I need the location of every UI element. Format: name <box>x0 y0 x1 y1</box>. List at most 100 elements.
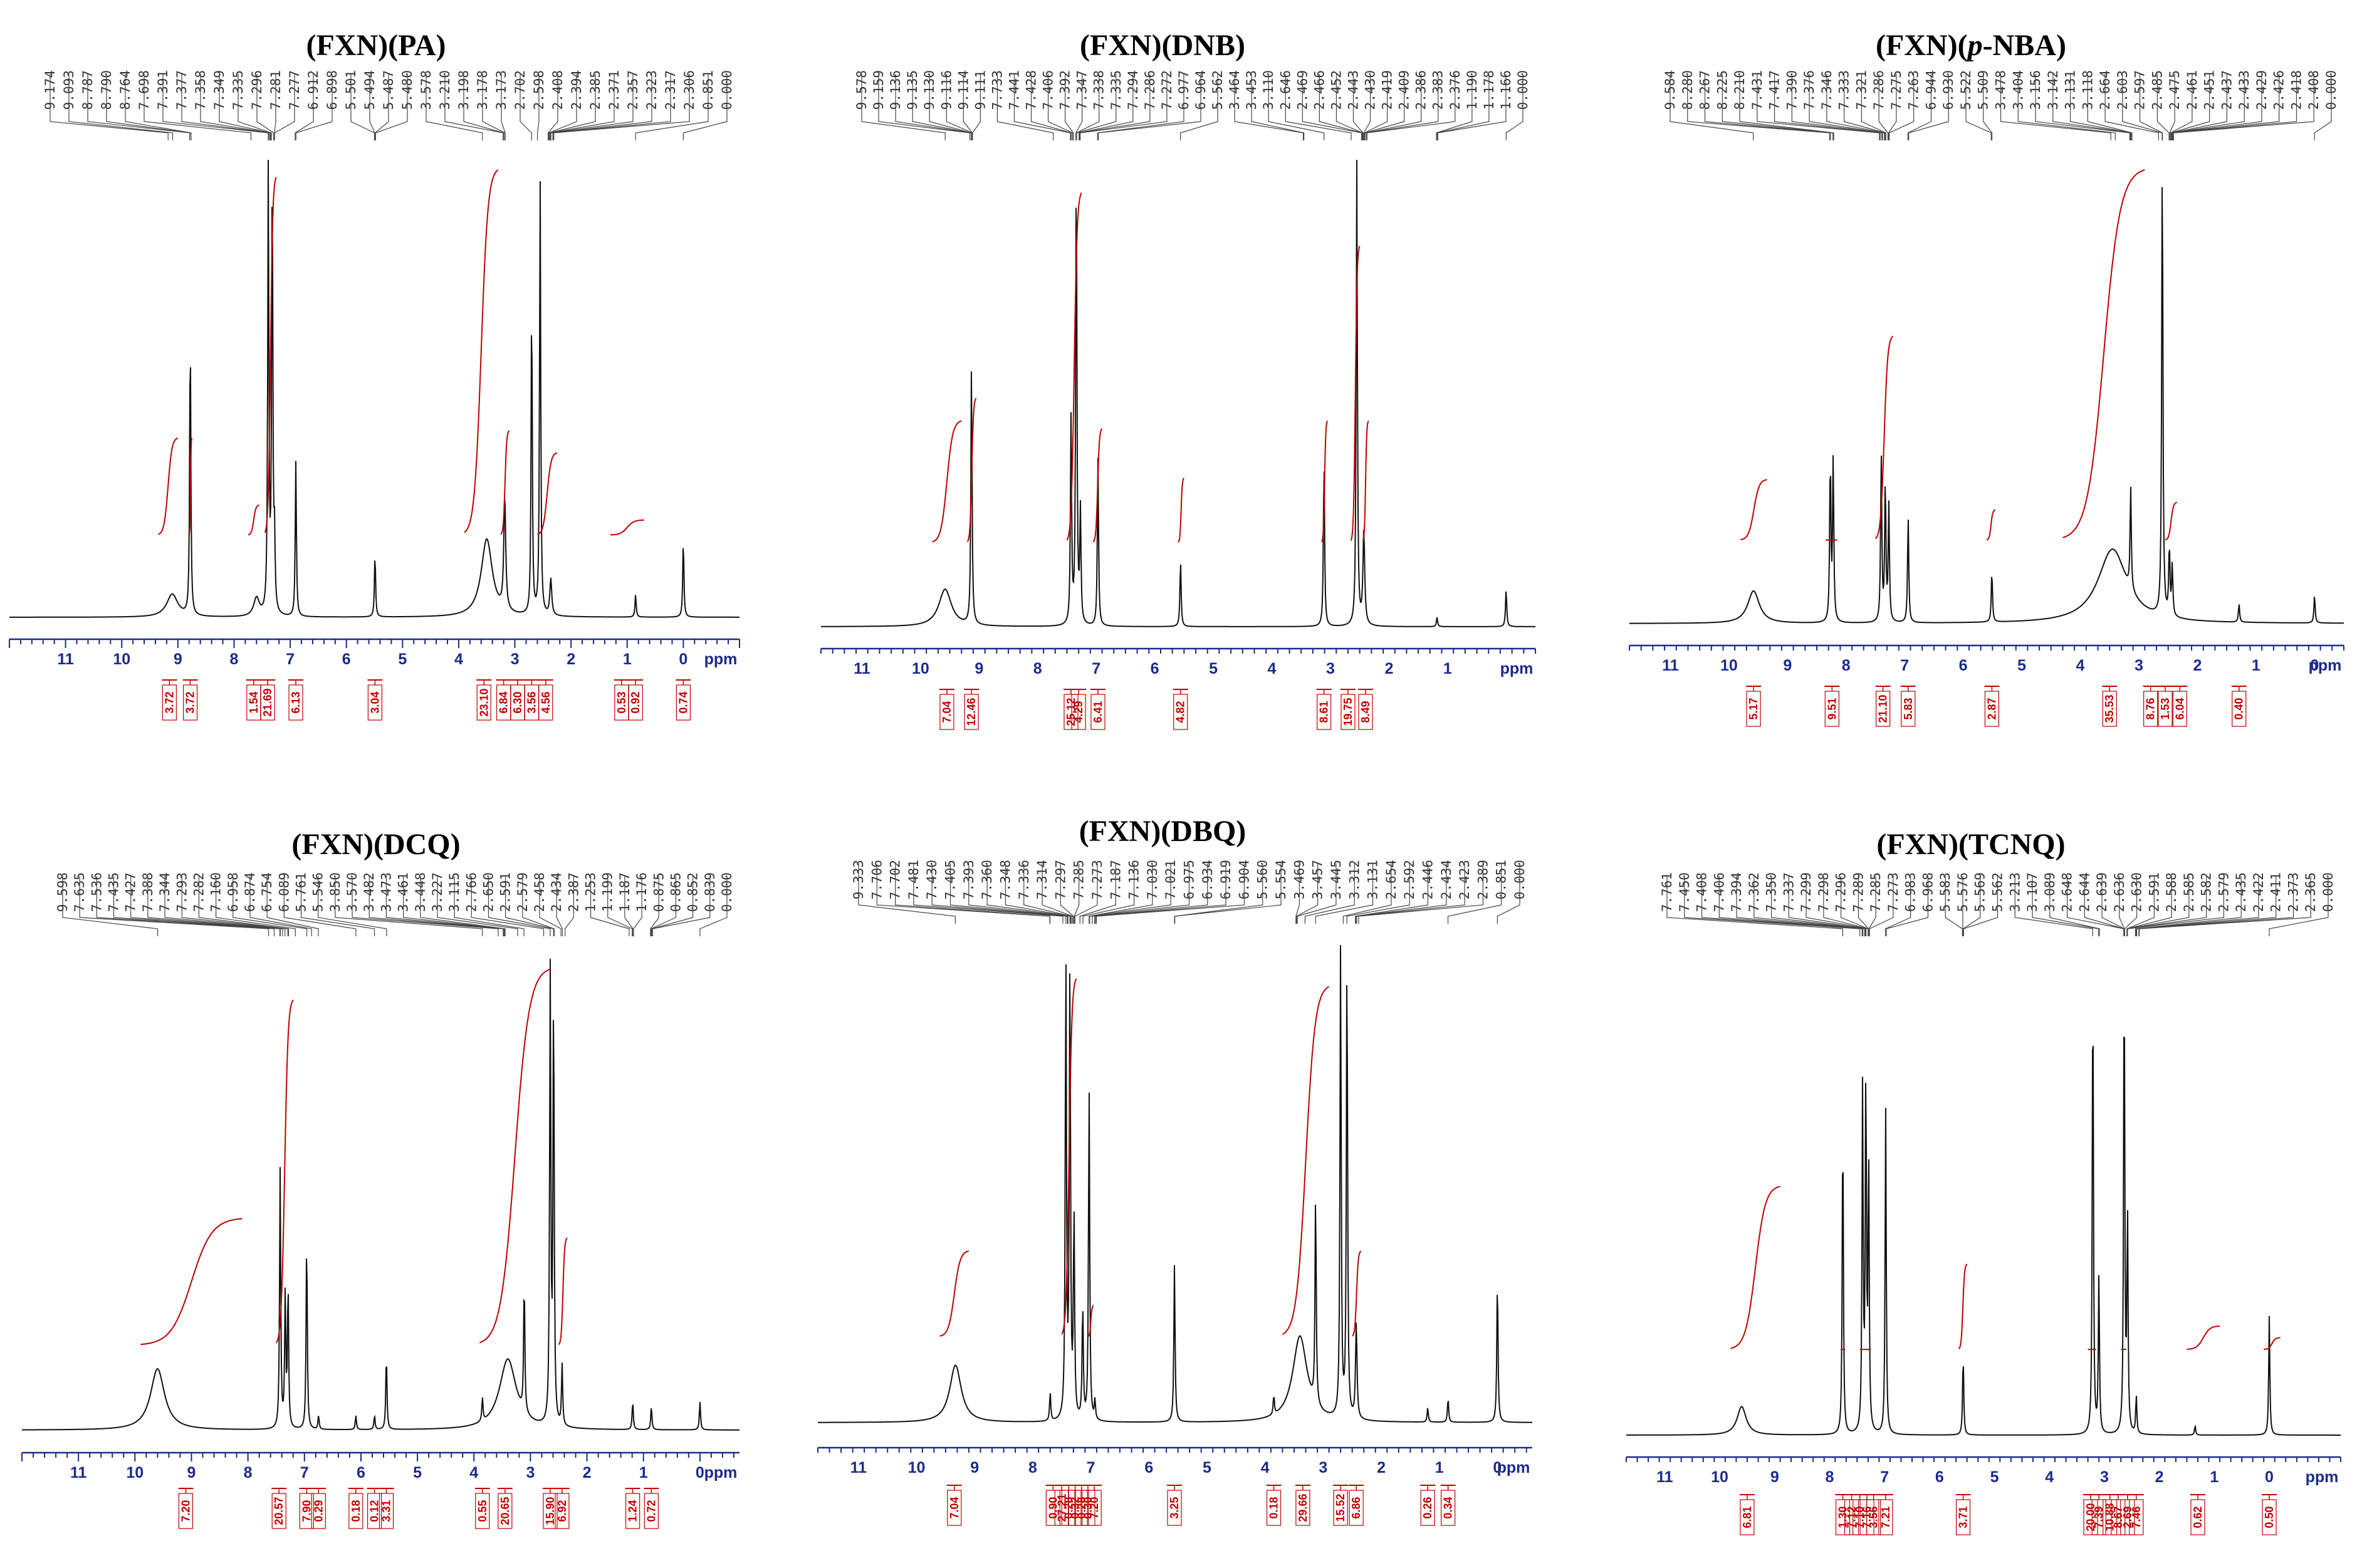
integral-curve <box>932 420 962 543</box>
peak-label-leader <box>1826 74 1885 140</box>
peak-label-leader <box>549 74 596 140</box>
integral-value-box <box>1090 694 1105 730</box>
peak-label-leader <box>699 876 728 936</box>
integral-curve <box>1740 479 1767 541</box>
integral-value-box <box>299 1493 314 1529</box>
integral-curve <box>1730 1186 1780 1349</box>
peak-label-leader <box>1089 864 1153 924</box>
peak-list: 7.761 7.450 7.408 7.406 7.394 7.362 7.350 7.337… <box>1659 872 2336 936</box>
integral-value: 4.56 <box>540 691 552 713</box>
integral-value: 0.28 <box>1075 1497 1088 1518</box>
integral-value-box <box>498 1493 513 1529</box>
tick-label: 9 <box>970 1459 979 1477</box>
integral-value: 8.61 <box>1318 701 1330 723</box>
integral-value: 10.88 <box>2104 1503 2116 1531</box>
peak-label-leader <box>1687 74 1831 140</box>
peak-label-leader <box>590 876 630 936</box>
peak-label-leader <box>1251 74 1305 140</box>
peak-label-leader <box>1092 864 1190 924</box>
spectrum-trace <box>818 944 1532 1423</box>
integral-value: 4.29 <box>1072 701 1085 723</box>
peak-label-leader <box>2169 74 2175 140</box>
peak-label-leader <box>2269 876 2329 936</box>
integral-value-box <box>1835 1499 1851 1535</box>
peak-label-leader <box>1013 74 1071 140</box>
tick-label: 4 <box>1261 1459 1270 1477</box>
integral-value: 0.53 <box>615 691 628 713</box>
tick-label: 2 <box>2193 657 2202 674</box>
integral-value: 20.00 <box>2084 1503 2097 1531</box>
integral-value-box <box>1167 1490 1182 1526</box>
peak-label-leader <box>1844 74 1886 140</box>
tick-label: 2 <box>583 1464 592 1482</box>
axis-unit-label: ppm <box>2306 1468 2339 1486</box>
integral-value: 0.55 <box>476 1500 489 1522</box>
peak-label-leader <box>1889 74 1915 140</box>
peak-label-leader <box>1097 74 1201 140</box>
integral-value-box <box>1333 1490 1348 1526</box>
spectrum-panel-4: (FXN)(DCQ) 9.598 7.635 7.536 7.435 7.427 7.388… <box>21 828 740 1529</box>
integral-value: 3.25 <box>1168 1497 1181 1518</box>
integral-values: 7.20 20.57 7.900.29 0.18 0.123.31 0.55 20.65 15… <box>178 1488 659 1529</box>
peak-label-leader <box>1297 864 1337 924</box>
integral-value: 7.20 <box>1088 1497 1100 1518</box>
integral-value-box <box>367 1493 382 1529</box>
peak-label-leader <box>2052 74 2131 140</box>
integral-value: 5.17 <box>1747 698 1760 719</box>
integral-value-box <box>1173 694 1188 730</box>
peak-label-leader <box>1268 74 1325 140</box>
tick-label: 2 <box>1384 660 1393 677</box>
peak-label-leader <box>682 74 728 140</box>
peak-label-leader <box>635 74 709 140</box>
peak-label-leader <box>968 864 1069 924</box>
peak-label-leader <box>1983 74 1993 140</box>
peak-label-leader <box>1888 74 1897 140</box>
peak-label-leader <box>1356 864 1465 924</box>
peak-label-leader <box>1075 74 1083 140</box>
integral-value-box <box>1740 1499 1755 1535</box>
integral-value-box <box>1358 694 1373 730</box>
integral-curve <box>2187 1325 2220 1350</box>
integral-value-box <box>288 684 303 721</box>
tick-label: 8 <box>230 651 239 668</box>
integral-value: 19.75 <box>1342 698 1354 726</box>
tick-label: 11 <box>57 651 74 668</box>
tick-label: 10 <box>126 1464 144 1482</box>
tick-label: 7 <box>300 1464 309 1482</box>
peak-label-leader <box>2124 876 2138 936</box>
axis-unit-label: ppm <box>1497 1459 1530 1477</box>
integral-value: 5.83 <box>1902 698 1915 719</box>
peak-label-leader <box>471 876 545 936</box>
spectrum-title: (FXN)(TCNQ) <box>1876 828 2065 861</box>
tick-label: 10 <box>908 1459 926 1477</box>
peak-label-leader <box>1356 864 1447 924</box>
peak-label-leader <box>2140 74 2163 140</box>
integral-curve <box>1362 421 1369 543</box>
integral-curve <box>1282 986 1330 1335</box>
peak-label-leader <box>274 74 295 140</box>
peak-label-leader <box>162 74 269 140</box>
spectrum-title: (FXN)(DNB) <box>1080 29 1245 62</box>
integral-value: 2.69 <box>2121 1506 2134 1528</box>
peak-label-leader <box>1095 864 1226 924</box>
peak-list: 9.333 7.706 7.702 7.481 7.430 7.405 7.393 7.360… <box>851 860 1527 924</box>
peak-label-leader <box>1065 74 1074 140</box>
peak-label-leader <box>1342 864 1392 924</box>
integral-value: 25.12 <box>1065 698 1077 726</box>
peak-label-leader <box>352 876 499 936</box>
tick-label: 9 <box>1770 1468 1779 1486</box>
integral-value: 7.39 <box>2093 1506 2105 1528</box>
peak-label-leader <box>164 876 286 936</box>
peak-list: 9.584 8.280 8.267 8.225 8.210 7.431 7.417 7.390… <box>1663 70 2339 140</box>
peak-label-leader <box>553 74 671 140</box>
peak-label-leader <box>1355 864 1429 924</box>
peak-label-leader <box>1080 74 1168 140</box>
integral-value: 3.31 <box>380 1500 393 1522</box>
peak-label-leader <box>2170 74 2210 140</box>
peak-label-leader <box>2104 74 2159 140</box>
tick-label: 3 <box>526 1464 535 1482</box>
peak-label-leader <box>1295 864 1300 924</box>
integral-value: 6.30 <box>511 691 524 713</box>
tick-label: 4 <box>2045 1468 2054 1486</box>
